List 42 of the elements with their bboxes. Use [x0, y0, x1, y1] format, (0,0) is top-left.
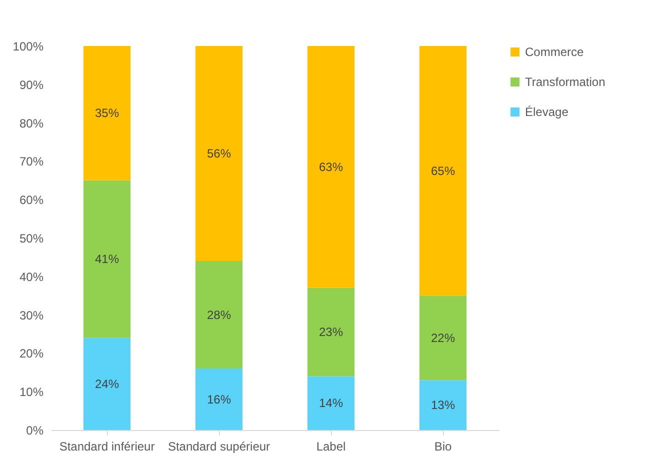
- bar: [307, 376, 355, 430]
- legend-label: Élevage: [525, 105, 569, 119]
- y-tick-label: 100%: [12, 40, 44, 54]
- data-label: 56%: [206, 146, 232, 161]
- legend-label: Transformation: [525, 75, 606, 89]
- y-tick-label: 20%: [19, 346, 44, 361]
- bar: [307, 46, 355, 288]
- data-label: 23%: [318, 325, 344, 340]
- bar: [195, 46, 243, 262]
- y-tick-label: 60%: [19, 193, 44, 208]
- data-label: 22%: [430, 330, 456, 345]
- bar: [307, 288, 355, 376]
- bar: [83, 338, 131, 430]
- data-label: 16%: [206, 392, 232, 406]
- bar: [83, 180, 131, 338]
- y-tick-label: 90%: [19, 78, 44, 92]
- bar: [195, 368, 243, 430]
- x-tick-label: Bio: [434, 440, 452, 454]
- y-tick-label: 70%: [19, 154, 44, 169]
- data-label: 41%: [94, 252, 120, 266]
- bar: [419, 380, 467, 430]
- bar: [419, 46, 467, 296]
- data-label: 14%: [318, 396, 344, 410]
- y-tick-label: 0%: [26, 424, 44, 438]
- x-tick-label: Standard inférieur: [59, 440, 155, 454]
- bar: [419, 296, 467, 380]
- data-label: 63%: [318, 160, 344, 174]
- y-tick-label: 40%: [19, 270, 44, 284]
- x-tick-label: Label: [316, 440, 346, 454]
- data-label: 28%: [206, 308, 232, 322]
- data-label: 35%: [94, 106, 120, 120]
- bar: [83, 46, 131, 180]
- legend-label: Commerce: [525, 45, 584, 59]
- data-label: 13%: [430, 398, 456, 412]
- x-tick-label: Standard supérieur: [168, 440, 270, 454]
- y-tick-label: 10%: [19, 385, 44, 400]
- data-label: 24%: [94, 376, 120, 391]
- y-tick-label: 50%: [19, 232, 44, 246]
- bar: [195, 261, 243, 369]
- data-label: 65%: [430, 164, 456, 178]
- y-tick-label: 80%: [19, 116, 44, 130]
- y-tick-label: 30%: [19, 308, 44, 322]
